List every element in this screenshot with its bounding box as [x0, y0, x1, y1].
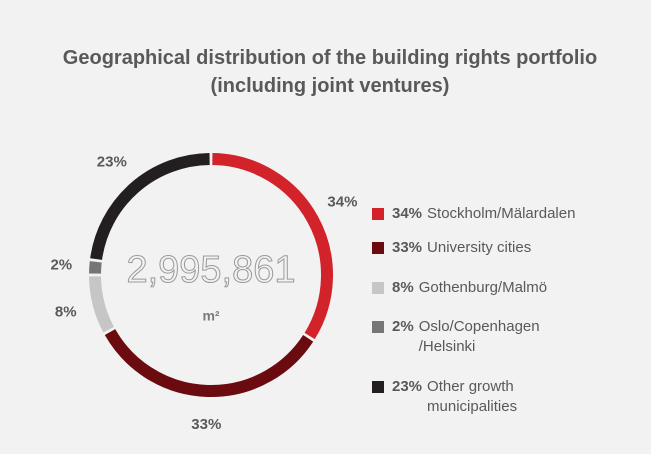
legend-label: Stockholm/Mälardalen [427, 205, 576, 222]
legend-swatch [372, 321, 384, 333]
center-unit: m² [202, 308, 219, 324]
legend-value: 2% [392, 318, 414, 335]
donut-segment [90, 153, 210, 260]
legend-label: Oslo/Copenhagen /Helsinki [418, 318, 540, 355]
legend-label: University cities [427, 239, 532, 256]
legend-value: 23% [392, 378, 423, 395]
legend-value: 33% [392, 239, 423, 256]
legend-item: 8% Gothenburg/Malmö [372, 278, 577, 298]
legend-label: Gothenburg/Malmö [418, 279, 548, 296]
legend-swatch [372, 208, 384, 220]
data-label: 2% [50, 257, 72, 274]
data-label: 8% [55, 303, 77, 320]
donut-segment [104, 329, 314, 397]
legend-item: 34% Stockholm/Mälardalen [372, 204, 577, 224]
legend-value: 34% [392, 205, 423, 222]
data-label: 23% [97, 153, 127, 170]
legend-swatch [372, 381, 384, 393]
center-label: 2,995,861 [126, 249, 295, 291]
data-label: 33% [191, 416, 221, 433]
legend-label: Other growth municipalities [427, 378, 518, 415]
legend-value: 8% [392, 279, 414, 296]
legend-item: 2% Oslo/Copenhagen /Helsinki [372, 317, 577, 357]
legend-item: 23% Other growth municipalities [372, 377, 577, 417]
donut-segment [89, 261, 102, 274]
legend-swatch [372, 282, 384, 294]
chart-title: Geographical distribution of the buildin… [62, 47, 598, 97]
legend-item: 33% University cities [372, 238, 577, 258]
donut-segment [89, 276, 115, 333]
donut-segment [212, 153, 333, 340]
legend: 34% Stockholm/Mälardalen 33% University cit… [372, 204, 577, 417]
legend-swatch [372, 242, 384, 254]
data-label: 34% [327, 194, 357, 211]
